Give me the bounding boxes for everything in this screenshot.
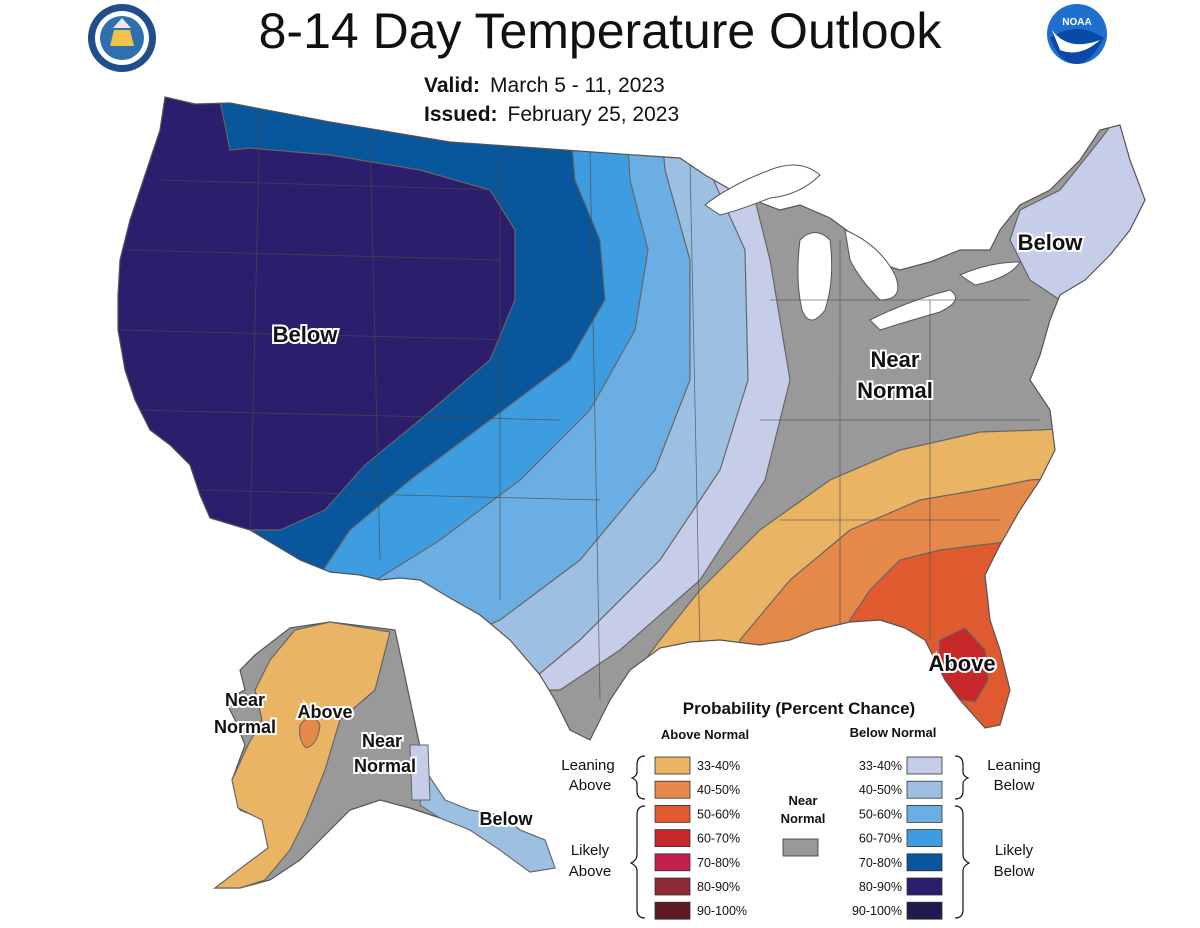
map-title: 8-14 Day Temperature Outlook bbox=[258, 3, 942, 59]
valid-value: March 5 - 11, 2023 bbox=[490, 74, 665, 97]
likely-below-label-line2: Below bbox=[994, 863, 1035, 880]
below-range-label: 80-90% bbox=[859, 880, 902, 894]
above-swatch-60-70 bbox=[654, 829, 691, 847]
above-swatch-40-50 bbox=[654, 780, 691, 799]
valid-label: Valid: bbox=[424, 74, 481, 97]
below-range-label: 70-80% bbox=[859, 856, 902, 870]
above-range-label: 60-70% bbox=[697, 832, 740, 846]
above-swatch-50-60 bbox=[654, 805, 691, 823]
northeast-below-label: Below bbox=[1018, 230, 1084, 255]
alaska-below-label: Below bbox=[479, 809, 533, 829]
above-swatch-80-90 bbox=[654, 877, 691, 896]
alaska-above-label: Above bbox=[297, 702, 352, 722]
above-range-label: 90-100% bbox=[697, 904, 747, 918]
leaning-above-brace bbox=[630, 755, 646, 800]
leaning-below-brace bbox=[954, 755, 970, 800]
issued-date: Issued: February 25, 2023 bbox=[424, 103, 679, 127]
noaa-logo-icon: NOAA bbox=[1047, 4, 1107, 64]
above-range-label: 50-60% bbox=[697, 807, 740, 821]
below-range-label: 50-60% bbox=[859, 807, 902, 821]
above-range-label: 33-40% bbox=[697, 759, 740, 773]
alaska-above-40-region bbox=[299, 717, 321, 749]
alaska-map bbox=[213, 621, 556, 889]
alaska-above-region bbox=[213, 621, 391, 889]
above-swatch-90-100 bbox=[654, 901, 691, 920]
state-boundaries bbox=[119, 109, 1040, 701]
issued-value: February 25, 2023 bbox=[507, 103, 680, 126]
below-range-label: 60-70% bbox=[859, 832, 902, 846]
above-normal-swatches: 33-40% 40-50% 50-60% 60-70% 70-80% 80-90% 90-1… bbox=[654, 756, 747, 920]
above-range-label: 80-90% bbox=[697, 880, 740, 894]
probability-legend: Probability (Percent Chance) Above Norma… bbox=[561, 699, 1041, 920]
below-normal-swatches: 33-40% 40-50% 50-60% 60-70% 70-80% 80-90% 90-1… bbox=[852, 756, 943, 920]
issued-label: Issued: bbox=[424, 103, 498, 126]
above-swatch-33-40 bbox=[654, 756, 691, 775]
below-swatch-90-100 bbox=[906, 901, 943, 920]
leaning-below-label-line1: Leaning bbox=[987, 757, 1040, 774]
below-swatch-60-70 bbox=[906, 829, 943, 847]
likely-above-label-line2: Above bbox=[569, 863, 612, 880]
southeast-above-label: Above bbox=[928, 651, 995, 676]
below-normal-header: Below Normal bbox=[850, 725, 937, 740]
likely-above-brace bbox=[629, 805, 646, 919]
below-swatch-50-60 bbox=[906, 805, 943, 823]
likely-below-brace bbox=[954, 805, 971, 919]
below-swatch-40-50 bbox=[906, 780, 943, 799]
northeast-below-region bbox=[1009, 97, 1145, 301]
below-range-label: 90-100% bbox=[852, 904, 902, 918]
commerce-seal-icon bbox=[88, 4, 156, 72]
above-range-label: 40-50% bbox=[697, 783, 740, 797]
alaska-near-normal-east-label-line1: Near bbox=[362, 731, 402, 751]
above-swatch-70-80 bbox=[654, 853, 691, 872]
near-normal-swatch bbox=[782, 838, 819, 857]
above-range-label: 70-80% bbox=[697, 856, 740, 870]
below-range-label: 33-40% bbox=[859, 759, 902, 773]
leaning-below-label-line2: Below bbox=[994, 777, 1035, 794]
west-below-label: Below bbox=[273, 322, 339, 347]
likely-above-label-line1: Likely bbox=[571, 842, 610, 859]
alaska-near-normal-west-label-line1: Near bbox=[225, 690, 265, 710]
central-near-normal-label-line2: Normal bbox=[857, 378, 933, 403]
above-normal-header: Above Normal bbox=[661, 727, 749, 742]
below-swatch-33-40 bbox=[906, 756, 943, 775]
alaska-below-region bbox=[419, 768, 556, 873]
below-swatch-70-80 bbox=[906, 853, 943, 872]
central-near-normal-label-line1: Near bbox=[871, 347, 920, 372]
below-swatch-80-90 bbox=[906, 877, 943, 896]
likely-below-label-line1: Likely bbox=[995, 842, 1034, 859]
leaning-above-label-line1: Leaning bbox=[561, 757, 614, 774]
legend-title: Probability (Percent Chance) bbox=[683, 699, 915, 718]
near-normal-legend-label-line1: Near bbox=[789, 793, 818, 808]
near-normal-legend-label-line2: Normal bbox=[781, 811, 826, 826]
valid-dates: Valid: March 5 - 11, 2023 bbox=[424, 74, 665, 98]
leaning-above-label-line2: Above bbox=[569, 777, 612, 794]
alaska-near-normal-east-label-line2: Normal bbox=[354, 756, 416, 776]
below-range-label: 40-50% bbox=[859, 783, 902, 797]
alaska-near-normal-west-label-line2: Normal bbox=[214, 717, 276, 737]
svg-text:NOAA: NOAA bbox=[1062, 17, 1091, 28]
